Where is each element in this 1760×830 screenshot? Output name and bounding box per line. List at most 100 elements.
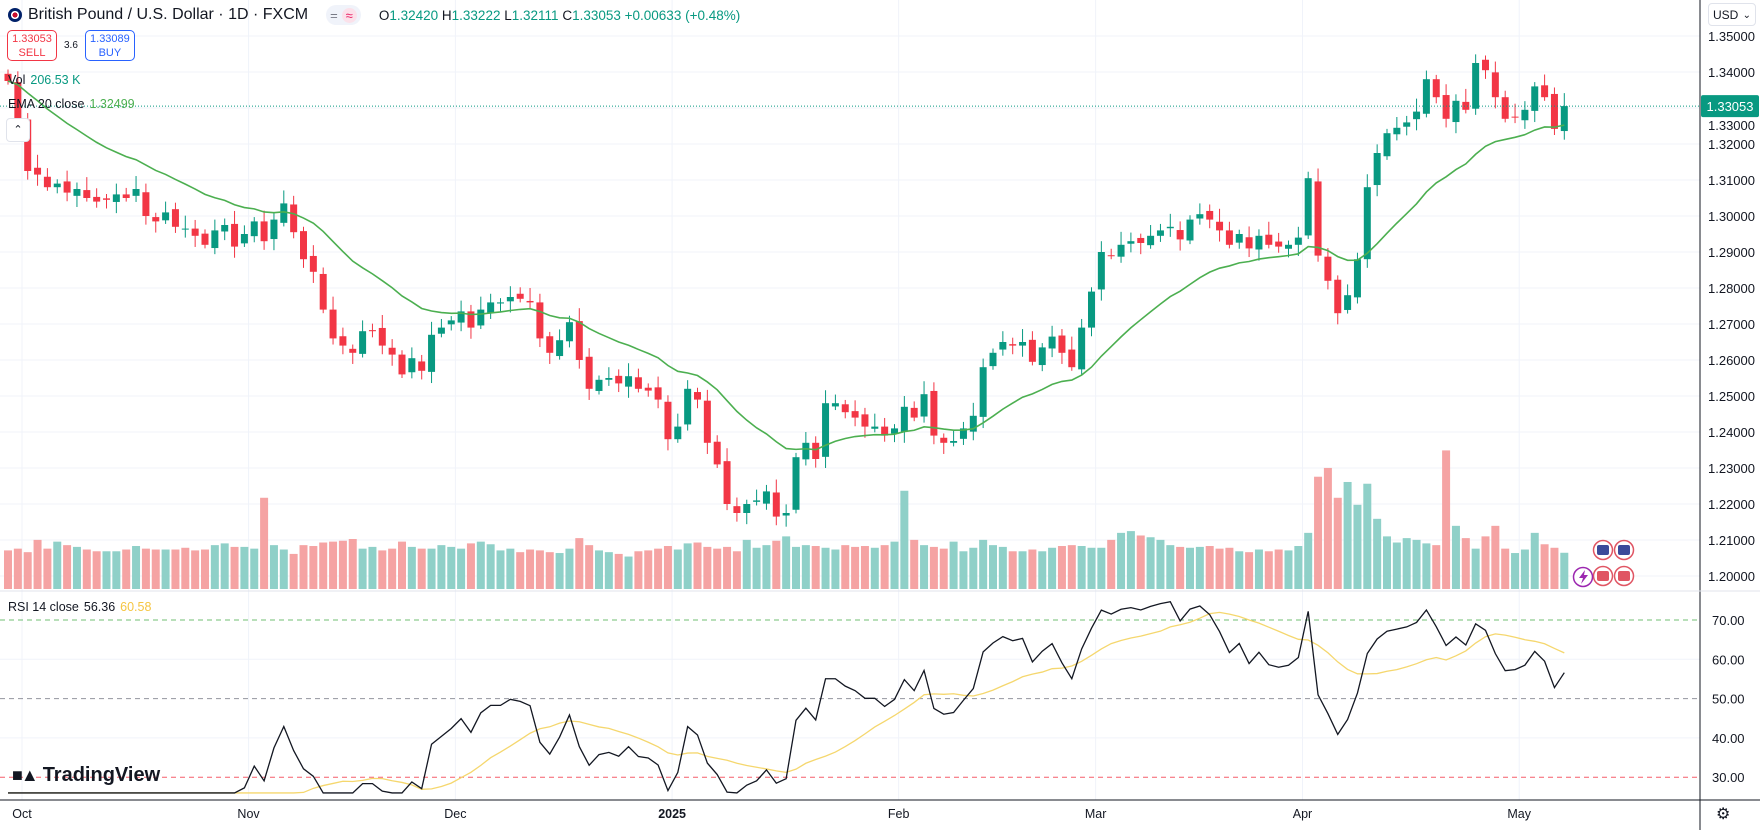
buy-button[interactable]: 1.33089 BUY [84, 30, 135, 61]
candle-body [851, 411, 859, 418]
candle [309, 245, 317, 283]
rsi-legend[interactable]: RSI 14 close 56.36 60.58 [8, 600, 151, 614]
volume-bar [1501, 548, 1510, 589]
volume-bar [329, 541, 338, 589]
candle-body [497, 302, 504, 304]
volume-legend[interactable]: Vol 206.53 K [8, 73, 80, 87]
lightning-glyph [1579, 570, 1588, 584]
candle-body [418, 361, 426, 371]
currency-selector[interactable]: USD ⌄ [1708, 3, 1756, 26]
candle [93, 188, 101, 208]
settings-gear-icon[interactable]: ⚙ [1716, 806, 1731, 823]
uk-event-icon[interactable] [1613, 539, 1635, 561]
uk-event-icon[interactable] [1592, 539, 1614, 561]
candle-body [132, 189, 140, 196]
volume-bar [201, 549, 209, 589]
sell-button[interactable]: 1.33053 SELL [7, 30, 57, 61]
candle-body [644, 387, 652, 391]
candle-body [487, 302, 495, 313]
high-label: H [441, 7, 452, 23]
volume-legend-value: 206.53 K [30, 73, 81, 87]
us-event-icon[interactable] [1592, 565, 1614, 587]
volume-bar [880, 545, 889, 589]
candle-body [388, 347, 396, 355]
price-axis-label: 1.24000 [1708, 425, 1755, 440]
volume-bar [762, 545, 771, 589]
candle [615, 369, 623, 393]
candle-body [1472, 63, 1480, 109]
candle-body [979, 367, 987, 417]
candle [467, 304, 475, 339]
us-event-icon[interactable] [1613, 565, 1635, 587]
candle [565, 315, 573, 348]
symbol-title[interactable]: British Pound / U.S. Dollar · 1D · FXCM [28, 6, 309, 23]
candle-body [290, 204, 298, 233]
volume-bar [1294, 546, 1303, 589]
volume-bar [1067, 545, 1076, 589]
candle [388, 339, 396, 366]
current-price-label: 1.33053 [1707, 99, 1754, 114]
candle-body [53, 183, 61, 188]
volume-bar [595, 550, 603, 589]
candle-body [270, 219, 278, 240]
volume-bar [585, 545, 594, 589]
candle-body [910, 407, 918, 418]
candle-body [1245, 237, 1253, 249]
candle-body [447, 320, 455, 325]
volume-bar [63, 545, 72, 589]
ema-legend[interactable]: EMA 20 close 1.32499 [8, 97, 135, 111]
candle [1334, 275, 1342, 325]
candle-body [1206, 210, 1214, 220]
candle-body [1176, 230, 1184, 240]
price-axis-label: 1.34000 [1708, 65, 1755, 80]
tradingview-logo[interactable]: ■▲ TradingView [12, 764, 160, 787]
candle [1482, 55, 1489, 79]
volume-bar [210, 545, 219, 589]
collapse-legend-button[interactable]: ⌃ [6, 118, 30, 142]
candle-body [231, 223, 239, 247]
volume-bar [604, 552, 613, 589]
candle [1422, 70, 1430, 118]
candle [398, 350, 406, 378]
candle-body [792, 457, 800, 510]
candle [930, 382, 938, 445]
candle-body [280, 203, 288, 223]
candle [1413, 98, 1421, 131]
volume-bar [348, 539, 357, 589]
volume-bar [634, 551, 643, 589]
candle-body [812, 442, 820, 459]
volume-bar [279, 549, 288, 589]
volume-bar [1314, 476, 1323, 589]
volume-bar [1126, 531, 1135, 589]
volume-bar [1402, 538, 1411, 589]
volume-bar [555, 553, 564, 589]
volume-bar [43, 548, 52, 589]
candle-body [1048, 336, 1056, 349]
candle [654, 376, 662, 409]
candle [171, 202, 179, 233]
candle [191, 219, 199, 247]
candle [969, 402, 977, 441]
candle [950, 430, 958, 447]
candle [881, 417, 889, 442]
volume-bar [181, 547, 190, 589]
candle-body [634, 377, 642, 389]
candle-body [1068, 349, 1076, 368]
volume-bar [673, 549, 682, 589]
candle [625, 363, 633, 398]
price-axis-label: 1.31000 [1708, 173, 1755, 188]
indicator-toggle[interactable]: = ≈ [326, 5, 361, 25]
candle [162, 201, 170, 224]
candle [34, 154, 42, 186]
lightning-event-icon[interactable] [1572, 566, 1594, 588]
volume-bar [1540, 544, 1549, 589]
volume-bar [792, 546, 800, 589]
volume-bar [801, 545, 810, 589]
candle [1009, 337, 1017, 355]
candle [891, 424, 898, 443]
volume-bar [949, 541, 958, 589]
volume-bar [535, 550, 544, 589]
volume-bar [122, 549, 131, 589]
candle [447, 316, 455, 331]
